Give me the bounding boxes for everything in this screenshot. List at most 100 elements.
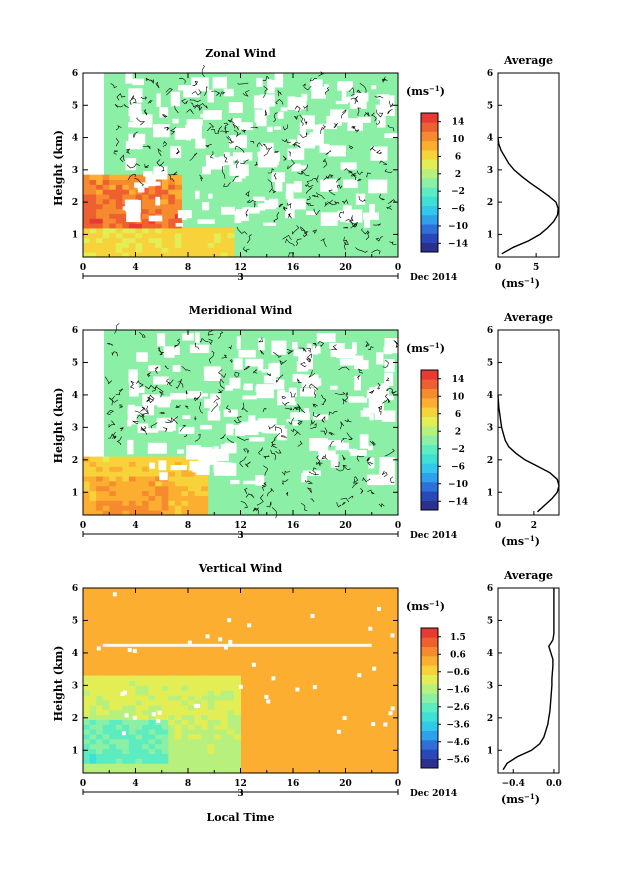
profile-y-tick-label: 1 xyxy=(487,488,493,498)
contour-line xyxy=(369,146,376,152)
heatmap-cell xyxy=(148,505,156,511)
contour-line xyxy=(341,455,346,461)
data-gap xyxy=(179,128,193,137)
contour-line xyxy=(290,428,301,436)
contour-line xyxy=(282,234,292,241)
heatmap-cell xyxy=(122,685,130,691)
contour-line xyxy=(384,393,390,404)
data-gap xyxy=(336,348,356,359)
heatmap-cell xyxy=(109,485,117,492)
heatmap-cell xyxy=(207,232,215,239)
heatmap-cell xyxy=(227,247,235,253)
profile-y-tick-label: 6 xyxy=(487,584,493,594)
data-gap xyxy=(202,459,218,465)
data-gap xyxy=(271,172,285,183)
colorbar-unit: (ms−1) xyxy=(406,84,445,99)
colorbar-swatch xyxy=(421,749,438,759)
heatmap-cell xyxy=(168,704,176,711)
colorbar-swatch xyxy=(421,370,438,380)
heatmap-cell xyxy=(109,218,117,224)
contour-line xyxy=(359,82,367,93)
contour-line xyxy=(245,190,250,197)
contour-line xyxy=(390,389,397,395)
data-gap xyxy=(186,127,191,141)
heatmap-cell xyxy=(188,675,196,681)
contour-line xyxy=(287,159,295,170)
heatmap-cell xyxy=(128,743,136,750)
heatmap-cell xyxy=(227,729,235,735)
heatmap-cell xyxy=(155,232,163,239)
heatmap-cell xyxy=(122,695,130,701)
heatmap-cell xyxy=(83,680,91,686)
data-gap xyxy=(258,338,265,351)
heatmap-cell xyxy=(155,223,163,229)
contour-line xyxy=(338,366,350,371)
colorbar-tick-label: −10 xyxy=(448,480,468,490)
colorbar-swatch xyxy=(421,472,438,483)
data-gap xyxy=(289,139,296,145)
heatmap-cell xyxy=(142,213,150,219)
contour-line xyxy=(299,347,307,353)
heatmap-cell xyxy=(115,189,123,195)
heatmap-cell xyxy=(168,680,176,686)
profile-x-label-close: ) xyxy=(535,535,540,548)
contour-line xyxy=(250,141,255,144)
heatmap-cell xyxy=(233,719,241,725)
profile-x-tick-label: 5 xyxy=(533,263,539,273)
contour-line xyxy=(222,165,226,179)
heatmap-cell xyxy=(174,237,182,243)
data-gap xyxy=(209,407,220,421)
heatmap-cell xyxy=(109,675,117,681)
heatmap-cell xyxy=(96,208,104,214)
heatmap-cell xyxy=(89,685,97,691)
heatmap-cell xyxy=(148,763,156,769)
heatmap-cell xyxy=(188,480,196,487)
data-gap xyxy=(371,722,376,727)
contour-line xyxy=(108,433,115,439)
contour-line xyxy=(382,359,389,368)
data-gap xyxy=(335,442,350,451)
data-gap xyxy=(182,333,194,341)
heatmap-cell xyxy=(181,675,189,681)
heatmap-cell xyxy=(109,194,117,200)
data-gap xyxy=(170,91,181,107)
profile-x-tick-label: −0.4 xyxy=(502,779,525,789)
colorbar-swatch xyxy=(421,674,438,685)
contour-line xyxy=(229,359,233,363)
heatmap-cell xyxy=(135,194,143,200)
data-gap xyxy=(369,203,375,216)
heatmap-cell xyxy=(135,719,143,725)
contour-line xyxy=(334,391,346,395)
heatmap-cell xyxy=(155,704,163,711)
heatmap-cell xyxy=(115,213,123,219)
contour-line xyxy=(292,407,301,411)
heatmap-cell xyxy=(227,763,235,769)
contour-line xyxy=(296,238,302,246)
contour-line xyxy=(367,489,375,495)
heatmap-cell xyxy=(161,189,169,195)
profile-line xyxy=(497,137,559,255)
contour-line xyxy=(375,120,380,125)
heatmap-cell xyxy=(142,237,150,243)
heatmap-cell xyxy=(181,743,189,750)
heatmap-cell xyxy=(174,699,182,706)
contour-line xyxy=(353,476,359,483)
heatmap-cell xyxy=(96,734,104,740)
data-gap xyxy=(238,349,256,358)
profile-line xyxy=(502,588,555,771)
heatmap-cell xyxy=(181,695,189,701)
heatmap-cell xyxy=(122,704,130,711)
heatmap-cell xyxy=(207,709,215,716)
data-gap xyxy=(243,480,258,485)
data-gap xyxy=(349,97,367,109)
heatmap-cell xyxy=(102,232,110,239)
heatmap-field xyxy=(83,588,398,774)
heatmap-cell xyxy=(96,223,104,229)
data-gap xyxy=(186,390,203,399)
heatmap-cell xyxy=(174,685,182,691)
heatmap-cell xyxy=(194,753,202,759)
y-tick-label: 6 xyxy=(72,584,78,594)
heatmap-cell xyxy=(181,753,189,759)
heatmap-cell xyxy=(128,174,136,181)
contour-line xyxy=(157,148,162,157)
